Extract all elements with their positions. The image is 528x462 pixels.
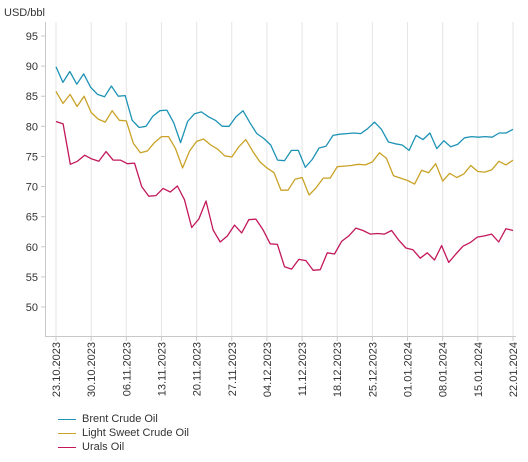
x-tick-label: 20.11.2023 — [192, 342, 204, 396]
legend-label-brent: Brent Crude Oil — [82, 413, 158, 425]
x-tick-label: 22.01.2024 — [508, 342, 520, 397]
series-line-brent-crude-oil[interactable] — [55, 66, 514, 168]
y-tick-label: 80 — [26, 121, 38, 133]
legend: Brent Crude Oil Light Sweet Crude Oil Ur… — [58, 412, 189, 454]
x-tick-label: 18.12.2023 — [332, 342, 344, 397]
y-tick-label: 60 — [26, 242, 38, 254]
x-tick-label: 04.12.2023 — [262, 342, 274, 397]
x-axis-ticks: 23.10.2023 30.10.2023 06.11.2023 13.11.2023… — [51, 336, 520, 397]
series-line-urals-oil[interactable] — [55, 120, 514, 271]
y-tick-label: 85 — [26, 91, 38, 103]
legend-swatch-urals — [58, 446, 76, 448]
y-tick-label: 95 — [26, 31, 38, 43]
y-tick-label: 70 — [26, 182, 38, 194]
y-axis-unit-label: USD/bbl — [4, 7, 45, 19]
x-tick-label: 06.11.2023 — [121, 342, 133, 396]
x-tick-label: 30.10.2023 — [86, 342, 98, 397]
legend-label-light-sweet: Light Sweet Crude Oil — [82, 427, 189, 439]
y-axis-ticks: 95 90 85 80 75 70 65 60 55 50 — [26, 31, 45, 314]
y-tick-label: 50 — [26, 302, 38, 314]
x-tick-label: 23.10.2023 — [51, 342, 63, 397]
x-tick-label: 01.01.2024 — [403, 342, 415, 397]
x-tick-label: 15.01.2024 — [473, 342, 485, 397]
legend-item-light-sweet[interactable]: Light Sweet Crude Oil — [58, 426, 189, 440]
x-tick-label: 27.11.2023 — [227, 342, 239, 396]
x-tick-label: 08.01.2024 — [438, 342, 450, 397]
legend-label-urals: Urals Oil — [82, 441, 125, 453]
legend-swatch-light-sweet — [58, 432, 76, 434]
legend-swatch-brent — [58, 418, 76, 420]
y-tick-label: 65 — [26, 212, 38, 224]
x-tick-label: 11.12.2023 — [297, 342, 309, 396]
legend-item-brent[interactable]: Brent Crude Oil — [58, 412, 189, 426]
series-line-light-sweet-crude-oil[interactable] — [55, 91, 514, 196]
y-tick-label: 75 — [26, 151, 38, 163]
legend-item-urals[interactable]: Urals Oil — [58, 440, 189, 454]
y-tick-label: 55 — [26, 272, 38, 284]
x-tick-label: 25.12.2023 — [367, 342, 379, 397]
grid-lines — [55, 22, 514, 336]
x-tick-label: 13.11.2023 — [156, 342, 168, 396]
y-tick-label: 90 — [26, 61, 38, 73]
series-lines — [55, 66, 514, 271]
